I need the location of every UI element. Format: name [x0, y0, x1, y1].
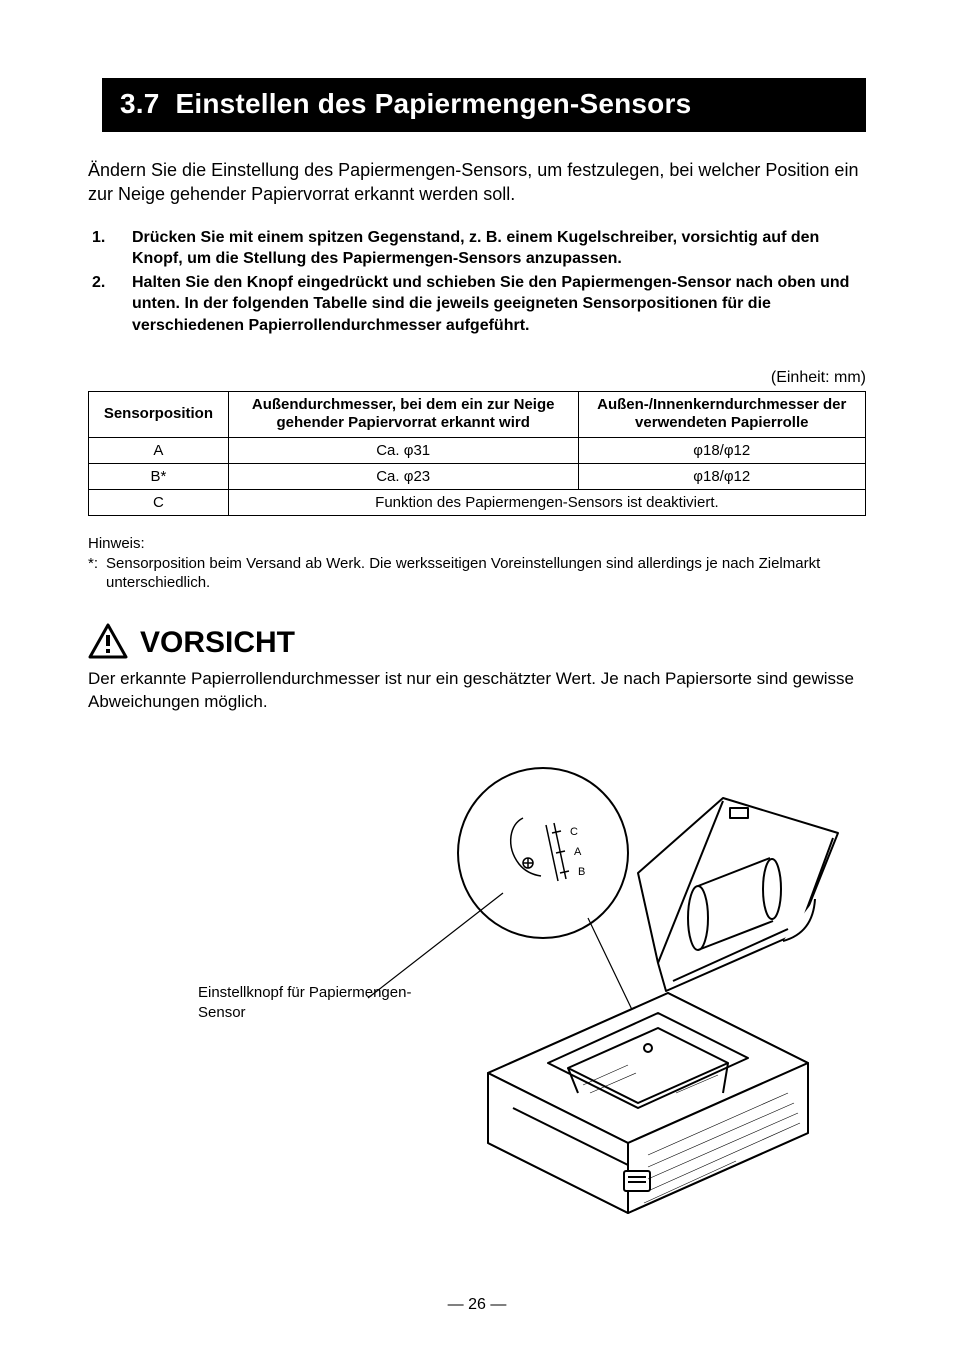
note-mark: *:: [88, 554, 106, 593]
table-header: Außendurchmesser, bei dem ein zur Neige …: [228, 391, 578, 438]
table-cell: Ca. φ31: [228, 438, 578, 464]
detail-label-a: A: [574, 846, 582, 858]
steps-list: 1. Drücken Sie mit einem spitzen Gegenst…: [92, 227, 866, 337]
step-text: Halten Sie den Knopf eingedrückt und sch…: [132, 272, 866, 337]
table-cell: φ18/φ12: [578, 438, 866, 464]
note-body: *: Sensorposition beim Versand ab Werk. …: [88, 554, 866, 593]
step-text: Drücken Sie mit einem spitzen Gegenstand…: [132, 227, 866, 270]
step-number: 2.: [92, 272, 132, 337]
table-row: B* Ca. φ23 φ18/φ12: [89, 464, 866, 490]
table-row: C Funktion des Papiermengen-Sensors ist …: [89, 490, 866, 516]
table-cell: C: [89, 490, 229, 516]
sensor-table: Sensorposition Außendurchmesser, bei dem…: [88, 391, 866, 517]
warning-icon: [88, 623, 128, 664]
printer-illustration: C A B: [328, 763, 868, 1233]
table-header-row: Sensorposition Außendurchmesser, bei dem…: [89, 391, 866, 438]
step-number: 1.: [92, 227, 132, 270]
caution-block: VORSICHT Der erkannte Papierrollendurchm…: [88, 623, 866, 714]
section-number: 3.7: [120, 88, 160, 119]
caution-label: VORSICHT: [140, 626, 295, 660]
intro-paragraph: Ändern Sie die Einstellung des Papiermen…: [88, 158, 866, 207]
section-title: 3.7 Einstellen des Papiermengen-Sensors: [120, 88, 848, 120]
section-title-text: Einstellen des Papiermengen-Sensors: [176, 88, 692, 119]
table-cell: φ18/φ12: [578, 464, 866, 490]
table-cell: Ca. φ23: [228, 464, 578, 490]
step-item: 1. Drücken Sie mit einem spitzen Gegenst…: [92, 227, 866, 270]
detail-label-c: C: [570, 826, 578, 838]
table-cell: A: [89, 438, 229, 464]
caution-header: VORSICHT: [88, 623, 866, 664]
note-text: Sensorposition beim Versand ab Werk. Die…: [106, 554, 866, 593]
page-number: — 26 —: [0, 1296, 954, 1314]
note-block: Hinweis: *: Sensorposition beim Versand …: [88, 534, 866, 593]
figure: Einstellknopf für Papiermengen-Sensor C …: [88, 763, 866, 1263]
table-cell: B*: [89, 464, 229, 490]
note-heading: Hinweis:: [88, 534, 866, 554]
detail-label-b: B: [578, 866, 585, 878]
table-header: Außen-/Innenkerndurchmesser der verwende…: [578, 391, 866, 438]
step-item: 2. Halten Sie den Knopf eingedrückt und …: [92, 272, 866, 337]
section-header: 3.7 Einstellen des Papiermengen-Sensors: [88, 78, 866, 132]
caution-text: Der erkannte Papierrollendurchmesser ist…: [88, 668, 866, 714]
unit-label: (Einheit: mm): [88, 369, 866, 387]
table-header: Sensorposition: [89, 391, 229, 438]
table-cell-merged: Funktion des Papiermengen-Sensors ist de…: [228, 490, 865, 516]
table-row: A Ca. φ31 φ18/φ12: [89, 438, 866, 464]
